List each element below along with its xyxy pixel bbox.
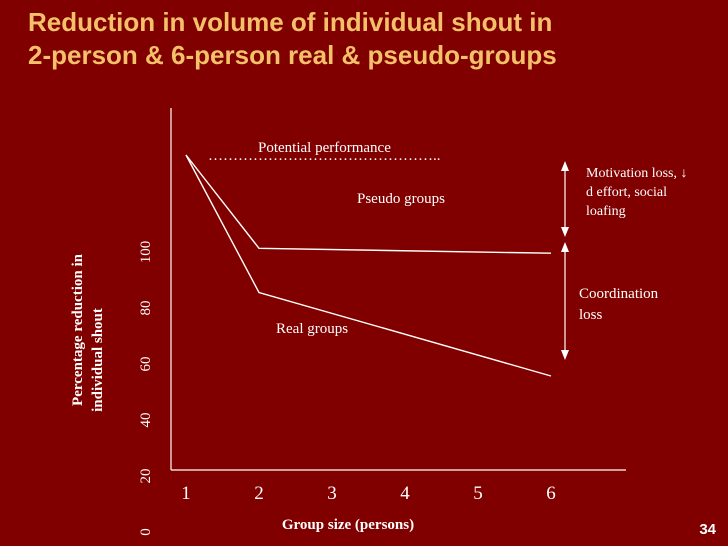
motivation-arrow-head-top bbox=[561, 161, 569, 171]
motivation-loss-line-2: d effort, social bbox=[586, 185, 667, 200]
y-axis-label-line-1: Percentage reduction in bbox=[70, 253, 86, 406]
real-groups-label: Real groups bbox=[276, 321, 348, 337]
coordination-arrow-head-bottom bbox=[561, 350, 569, 360]
x-axis-label: Group size (persons) bbox=[282, 517, 414, 533]
y-tick-label: 80 bbox=[138, 301, 154, 316]
potential-performance-dots: ……………………………………….. bbox=[208, 148, 441, 164]
motivation-loss-line-1: Motivation loss, ↓ bbox=[586, 166, 688, 181]
motivation-arrow-head-bottom bbox=[561, 227, 569, 237]
x-tick-label: 2 bbox=[254, 483, 264, 504]
motivation-loss-line-3: loafing bbox=[586, 204, 626, 219]
potential-performance-label: Potential performance bbox=[258, 140, 391, 156]
page-number: 34 bbox=[699, 521, 716, 538]
coordination-loss-line-1: Coordination bbox=[579, 286, 659, 302]
page-title: Reduction in volume of individual shout … bbox=[28, 6, 718, 72]
x-tick-label: 6 bbox=[546, 483, 556, 504]
x-tick-label: 5 bbox=[473, 483, 483, 504]
pseudo-groups-label: Pseudo groups bbox=[357, 191, 445, 207]
y-tick-label: 100 bbox=[138, 241, 154, 264]
y-tick-label: 40 bbox=[138, 413, 154, 428]
x-tick-labels: 1 2 3 4 5 6 bbox=[181, 483, 556, 504]
y-tick-label: 20 bbox=[138, 469, 154, 484]
real-groups-line bbox=[185, 154, 552, 377]
x-tick-label: 3 bbox=[327, 483, 337, 504]
pseudo-groups-line bbox=[185, 154, 552, 254]
title-line-1: Reduction in volume of individual shout … bbox=[28, 7, 553, 37]
x-tick-label: 1 bbox=[181, 483, 191, 504]
y-tick-label: 60 bbox=[138, 357, 154, 372]
y-tick-label: 0 bbox=[138, 528, 154, 536]
x-tick-label: 4 bbox=[400, 483, 410, 504]
coordination-loss-line-2: loss bbox=[579, 307, 603, 323]
coordination-arrow-head-top bbox=[561, 242, 569, 252]
title-line-2: 2-person & 6-person real & pseudo-groups bbox=[28, 40, 557, 70]
y-axis-label-line-2: individual shout bbox=[90, 308, 106, 412]
y-tick-labels: 0 20 40 60 80 100 bbox=[138, 241, 154, 536]
